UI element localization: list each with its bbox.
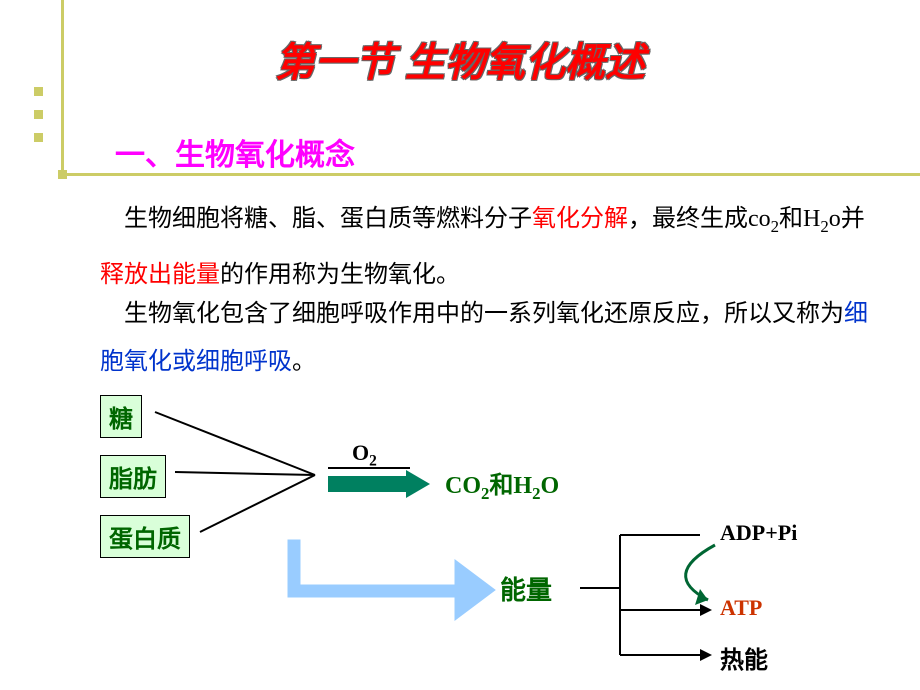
- label-energy: 能量: [500, 570, 552, 607]
- label-atp: ATP: [720, 595, 762, 621]
- label-o2: O2: [352, 440, 377, 470]
- line-from-fat: [175, 472, 315, 475]
- label-co2h2o: CO2和H2O: [445, 465, 559, 504]
- arrow-to-energy: [288, 540, 495, 620]
- arrow-to-co2h2o: [328, 470, 430, 498]
- arrowhead-heat: [700, 649, 712, 661]
- flow-diagram: [0, 0, 920, 690]
- line-from-protein: [200, 475, 315, 532]
- arrowhead-atp: [700, 604, 712, 616]
- line-from-sugar: [155, 412, 315, 475]
- label-heat: 热能: [720, 640, 768, 675]
- label-adppi: ADP+Pi: [720, 520, 797, 546]
